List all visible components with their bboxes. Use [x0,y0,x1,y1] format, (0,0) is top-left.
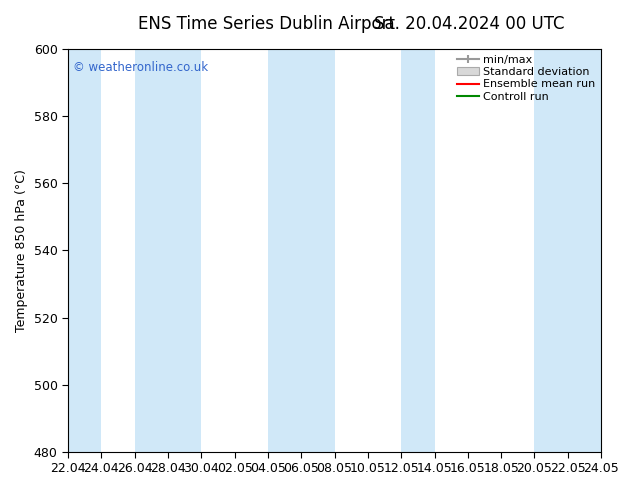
Bar [68,49,101,452]
Bar [401,49,434,452]
Y-axis label: Temperature 850 hPa (°C): Temperature 850 hPa (°C) [15,169,28,332]
Text: © weatheronline.co.uk: © weatheronline.co.uk [74,61,209,74]
Legend: min/max, Standard deviation, Ensemble mean run, Controll run: min/max, Standard deviation, Ensemble me… [455,53,598,104]
Text: Sa. 20.04.2024 00 UTC: Sa. 20.04.2024 00 UTC [374,15,564,33]
Bar [534,49,601,452]
Text: ENS Time Series Dublin Airport: ENS Time Series Dublin Airport [138,15,395,33]
Bar [268,49,335,452]
Bar [134,49,201,452]
